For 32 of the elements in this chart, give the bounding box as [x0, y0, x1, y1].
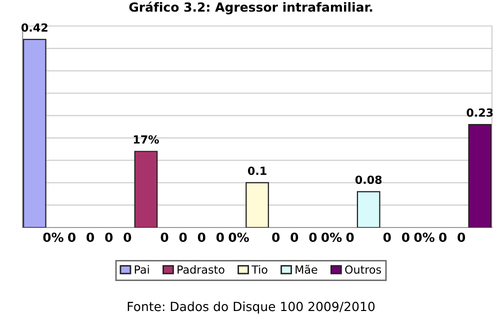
x-tick-label: 0: [86, 232, 94, 242]
x-tick-label: 0%: [414, 232, 434, 242]
x-tick-label: 0%: [43, 232, 64, 242]
data-label: 0.08: [355, 176, 382, 184]
x-tick-label: 0: [216, 232, 224, 242]
legend-label: Pai: [134, 265, 149, 274]
legend-label: Tio: [252, 265, 268, 274]
x-tick-label: 0: [458, 232, 466, 242]
x-tick-label: 0%: [321, 232, 342, 242]
x-tick-label: 0: [105, 232, 113, 242]
x-tick-label: 0: [290, 232, 298, 242]
source-note: Fonte: Dados do Disque 100 2009/2010: [128, 302, 375, 314]
x-tick-label: 0: [309, 232, 317, 242]
data-label: 0.1: [248, 166, 266, 176]
x-tick-label: 0: [272, 232, 280, 242]
chart-title: Gráfico 3.2: Agressor intrafamiliar.: [129, 2, 372, 14]
x-tick-label: 0: [160, 232, 168, 242]
x-tick-label: 0: [124, 232, 132, 242]
x-tick-label: 0: [179, 232, 187, 242]
x-tick-label: 0: [198, 232, 206, 242]
data-label: 0.23: [466, 108, 493, 117]
x-tick-label: 0: [383, 232, 391, 242]
legend-label: Outros: [345, 265, 381, 274]
x-tick-label: 0: [402, 232, 410, 242]
x-tick-label: 0: [346, 232, 354, 242]
x-tick-label: 0: [68, 232, 76, 242]
legend-label: Mãe: [296, 264, 318, 274]
x-tick-label: 0: [439, 232, 447, 242]
data-label: 17%: [134, 135, 159, 144]
data-label: 0.42: [21, 23, 48, 32]
x-tick-label: 0%: [228, 232, 249, 242]
legend-label: Padrasto: [178, 265, 224, 274]
